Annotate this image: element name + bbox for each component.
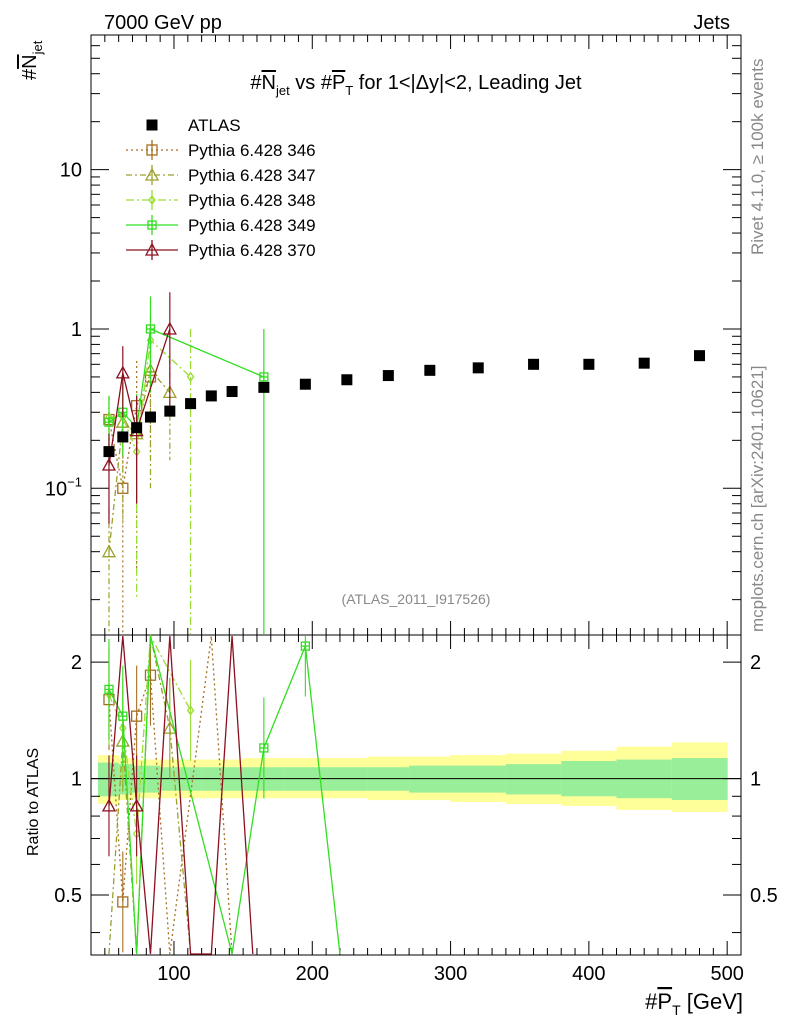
series-346-ratio-point [117, 896, 129, 908]
ratio-uncertainty-bands [97, 742, 728, 812]
series-370-point [162, 321, 177, 335]
ratio-y-tick-label: 2 [71, 652, 82, 674]
series-349-ratio-point [259, 743, 269, 753]
series-347-ratio-point [162, 720, 177, 734]
series-346-line [108, 376, 152, 489]
y-axis-label-main: #Njet [19, 40, 45, 80]
legend-marker [144, 242, 160, 256]
atlas-data-point [117, 431, 129, 443]
ratio-plot-frame [90, 634, 742, 956]
y-tick-label: 10−1 [45, 474, 82, 500]
atlas-data-point [226, 386, 238, 398]
x-tick-label: 400 [572, 963, 605, 985]
series-370-point [101, 457, 117, 471]
legend-atlas-marker [146, 119, 158, 131]
source-label: mcplots.cern.ch [arXiv:2401.10621] [748, 366, 767, 632]
series-348-point [186, 371, 195, 383]
series-346-ratio-point [130, 710, 143, 722]
legend-entry-label: Pythia 6.428 349 [188, 216, 316, 235]
series-346-ratio-point [144, 669, 157, 681]
y-axis-label-ratio: Ratio to ATLAS [25, 748, 42, 856]
series-370-point [115, 365, 130, 379]
energy-label: 7000 GeV pp [104, 12, 222, 34]
atlas-data-point [472, 362, 484, 374]
inner-band-segment [118, 764, 133, 795]
ratio-y-tick-label-right: 0.5 [750, 885, 778, 907]
atlas-data-point [258, 381, 270, 393]
series-348-ratio-line [108, 633, 192, 834]
legend-entry-label: ATLAS [188, 116, 241, 135]
x-tick-label: 500 [710, 963, 743, 985]
atlas-data-points [103, 350, 706, 458]
atlas-data-point [638, 357, 650, 369]
ratio-y-tick-label-right: 2 [750, 652, 761, 674]
atlas-data-point [205, 390, 217, 402]
legend-entry-label: Pythia 6.428 348 [188, 191, 316, 210]
series-349-point [104, 417, 114, 427]
atlas-data-point [583, 358, 595, 370]
atlas-data-point [131, 422, 143, 434]
series-370-ratio-point [129, 798, 144, 812]
x-tick-label: 200 [296, 963, 329, 985]
atlas-data-point [424, 364, 436, 376]
atlas-data-point [382, 370, 394, 382]
series-349-ratio-line [108, 635, 341, 955]
inner-band-segment [505, 764, 562, 795]
series-348-ratio-point [186, 705, 195, 716]
inner-band-segment [450, 765, 507, 793]
legend-marker [146, 144, 158, 156]
chart-title: #Njet vs #PT for 1<|Δy|<2, Leading Jet [250, 72, 582, 98]
inner-band-segment [146, 765, 161, 793]
legend-entry-label: Pythia 6.428 370 [188, 241, 316, 260]
series-370-ratio-line [108, 635, 254, 955]
atlas-data-point [144, 411, 156, 423]
atlas-data-point [299, 378, 311, 390]
atlas-data-point [103, 446, 115, 458]
series-349-point [259, 372, 269, 382]
x-tick-label: 300 [434, 963, 467, 985]
category-label: Jets [693, 12, 730, 34]
x-tick-label: 100 [157, 963, 190, 985]
series-349-ratio-point [104, 684, 114, 695]
y-tick-label: 10 [60, 160, 82, 182]
ratio-y-tick-label-right: 1 [750, 769, 761, 791]
legend-entry-label: Pythia 6.428 347 [188, 166, 316, 185]
series-349-ratio-point [118, 711, 128, 721]
legend-marker [144, 167, 160, 181]
series-347-point [101, 544, 117, 558]
legend: ATLAS Pythia 6.428 346 Pythia 6.428 347 Pyt… [126, 116, 316, 260]
inner-band-segment [409, 765, 452, 793]
atlas-data-point [185, 398, 197, 410]
mc-series-ratio [101, 633, 341, 955]
atlas-data-point [694, 350, 706, 362]
ratio-y-tick-label: 1 [71, 769, 82, 791]
atlas-data-point [341, 374, 353, 386]
series-349-point [145, 324, 156, 334]
series-347-ratio-line [108, 635, 192, 955]
legend-entry-label: Pythia 6.428 346 [188, 141, 316, 160]
y-tick-label: 1 [71, 319, 82, 341]
analysis-label: (ATLAS_2011_I917526) [342, 591, 491, 607]
legend-marker [147, 220, 157, 230]
axis-ticks: 100 200 300 400 500 10 1 10−1 2 2 1 1 0.5 0.5 [45, 34, 778, 985]
rivet-label: Rivet 4.1.0, ≥ 100k events [748, 59, 767, 255]
atlas-data-point [164, 405, 176, 417]
series-349-ratio-point [300, 641, 311, 651]
legend-marker [148, 194, 156, 206]
atlas-data-point [528, 358, 540, 370]
ratio-y-tick-label: 0.5 [54, 885, 82, 907]
series-370-ratio-point [101, 798, 117, 812]
inner-band-segment [132, 765, 147, 793]
x-axis-label: #PT [GeV] [645, 989, 743, 1018]
series-347-line [108, 368, 171, 552]
series-370-line [108, 328, 171, 466]
mc-series-main [101, 292, 269, 634]
